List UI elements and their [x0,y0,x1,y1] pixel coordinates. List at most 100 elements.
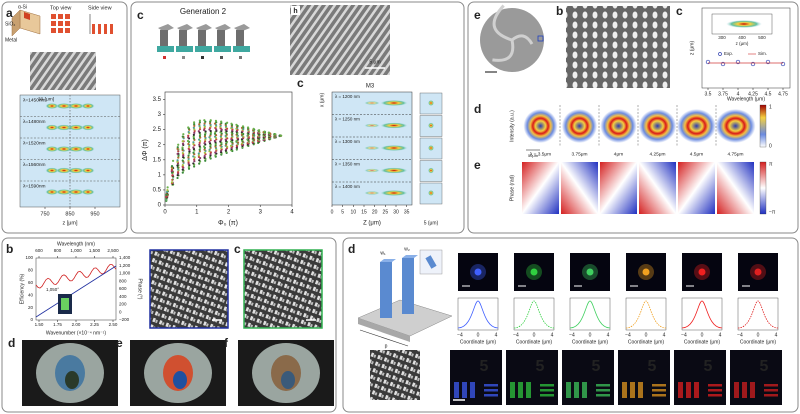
label: Wavelength (nm) [57,241,95,247]
target-bars [540,394,554,397]
label: 800 [119,278,127,283]
scatter-dot [187,147,190,150]
target-glyph: 5 [760,358,769,375]
label: w₂ [404,246,410,252]
scatter-dot [176,166,179,169]
scatter-dot [170,171,174,174]
label: 4.75 [778,91,788,97]
scatter-dot [208,148,211,151]
target-bars [484,389,498,392]
target-bars [708,384,722,387]
label: λ = 1350 nm [335,162,360,167]
label: Wavenumber (×10⁻⁴ nm⁻¹) [46,330,107,336]
scatter-dot [197,154,200,157]
label: Coordinate (μm) [460,339,497,345]
target-bars [638,382,643,398]
dim-line [359,329,409,347]
top-view-cell [51,21,56,26]
focal-spot [45,124,59,131]
scatter-dot [280,134,283,137]
label: 0 [119,309,122,314]
target-bars [652,384,666,387]
profile-box [681,297,723,331]
scatter-dot [177,156,180,159]
vortex-beam [677,109,716,143]
target-bars [734,382,739,398]
intensity-profile [681,300,723,329]
scatter-dot [188,152,191,155]
label: ΔΦ (π) [142,139,149,161]
label: 1.50 [35,322,44,327]
label: 3.5 [153,97,162,103]
target-bars [708,394,722,397]
sem-box [537,35,544,42]
phase-image [678,162,715,214]
scatter-dot [198,119,201,122]
focal-spot [45,167,59,174]
label: 0 [158,203,162,209]
label: λ=1480nm [23,119,46,125]
focal-spot [55,167,73,174]
label: Intensity (a.u.) [509,110,515,142]
scatter-dot [188,145,191,148]
label: 1,200 [119,263,131,268]
focal-spot [364,168,380,173]
label: 3.5 [705,91,712,97]
label: Coordinate (μm) [628,339,665,345]
scatter-dot [187,161,190,164]
focal-spot [45,189,59,195]
label: 1,000 [119,271,131,276]
scatter-dot [203,133,207,136]
scatter-dot [187,156,190,159]
top-view-cell [65,14,70,19]
scatter-dot [203,127,206,130]
scatter-dot [203,148,206,151]
side-view-pillar [92,24,95,34]
label: 0 [645,332,648,338]
scatter-dot [171,159,175,162]
scatter-dot [203,119,206,122]
label: 4.75μm [727,151,743,157]
label: 20 [372,209,378,215]
scatter-dot [208,136,211,139]
scatter-dot [165,191,169,194]
scatter-dot [192,126,195,129]
label: λ = 1250 nm [335,117,360,122]
nanopillar [402,258,414,314]
scatter-dot [198,123,201,126]
label: λ = 3.5μm [530,151,551,157]
scatter-dot [214,154,217,157]
label: w₁ [380,250,386,256]
scatter-dot [165,193,168,197]
scatter-dot [166,189,169,192]
label: Coordinate (μm) [572,339,609,345]
scatter-dot [208,140,211,144]
scatter-dot [224,138,227,141]
scatter-dot [170,181,174,184]
label: 2.25 [90,322,99,327]
scatter-dot [176,147,179,150]
label: 0 [757,332,760,338]
scatter-dot [192,155,195,158]
meta-atom-base [195,46,212,52]
scatter-dot [203,151,206,154]
side-view-pillar [98,24,101,34]
meta-atom-symbol [239,56,242,59]
label: 4.25 [748,91,758,97]
scatter-dot [241,125,245,128]
inset-spot [726,20,762,28]
label: 15 [361,209,367,215]
label: 2,500 [107,248,119,253]
scatter-dot [171,178,174,181]
target-bars [708,389,722,392]
focal-spot [81,103,95,109]
target-bars [484,384,498,387]
focal-spot [55,103,73,109]
scatter-dot [193,159,196,163]
scatter-dot [252,127,255,130]
label: π [769,161,773,167]
label: 0 [589,332,592,338]
panel-letter: d [474,102,481,116]
scatter-dot [188,150,191,153]
label: 0 [701,332,704,338]
